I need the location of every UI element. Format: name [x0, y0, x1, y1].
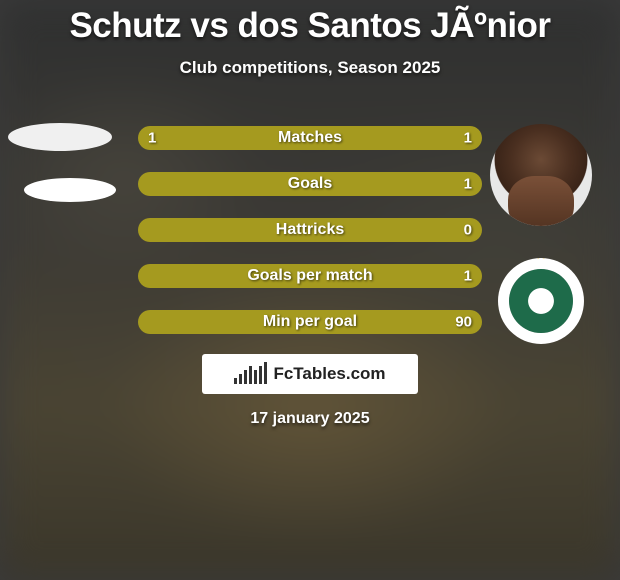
stat-value-right: 90	[455, 314, 472, 331]
page-title: Schutz vs dos Santos JÃºnior	[0, 0, 620, 46]
comparison-card: Schutz vs dos Santos JÃºnior Club compet…	[0, 0, 620, 580]
stat-row: 1 1 Matches	[138, 126, 482, 150]
stat-value-right: 1	[464, 130, 472, 147]
stat-row: 1 Goals per match	[138, 264, 482, 288]
player-right-photo	[490, 124, 592, 226]
stat-label: Goals	[288, 175, 332, 193]
date-label: 17 january 2025	[250, 410, 369, 428]
club-badge-inner: CFC	[509, 269, 573, 333]
subtitle: Club competitions, Season 2025	[0, 58, 620, 78]
player-left-photo	[8, 123, 112, 151]
stat-value-right: 1	[464, 268, 472, 285]
player-left-club-badge	[24, 178, 116, 202]
bar-icon-segment	[254, 370, 257, 384]
bar-icon-segment	[264, 362, 267, 384]
stat-row: 1 Goals	[138, 172, 482, 196]
stats-container: 1 1 Matches 1 Goals 0 Hattricks 1 Goals per matc…	[138, 126, 482, 356]
bar-icon-segment	[249, 366, 252, 384]
branding-box: FcTables.com	[202, 354, 418, 394]
stat-row: 90 Min per goal	[138, 310, 482, 334]
stat-label: Matches	[278, 129, 342, 147]
branding-text: FcTables.com	[273, 364, 385, 384]
star-icon: ★	[535, 258, 548, 263]
bar-icon-segment	[234, 378, 237, 384]
stat-label: Min per goal	[263, 313, 357, 331]
bar-icon-segment	[244, 370, 247, 384]
stat-value-right: 1	[464, 176, 472, 193]
club-badge-text: CFC	[531, 296, 552, 307]
stat-value-right: 0	[464, 222, 472, 239]
player-right-club-badge: ★ CFC	[498, 258, 584, 344]
stat-label: Hattricks	[276, 221, 344, 239]
stat-value-left: 1	[148, 130, 156, 147]
bars-icon	[234, 364, 267, 384]
bar-icon-segment	[239, 374, 242, 384]
bar-icon-segment	[259, 366, 262, 384]
stat-label: Goals per match	[247, 267, 372, 285]
stat-row: 0 Hattricks	[138, 218, 482, 242]
